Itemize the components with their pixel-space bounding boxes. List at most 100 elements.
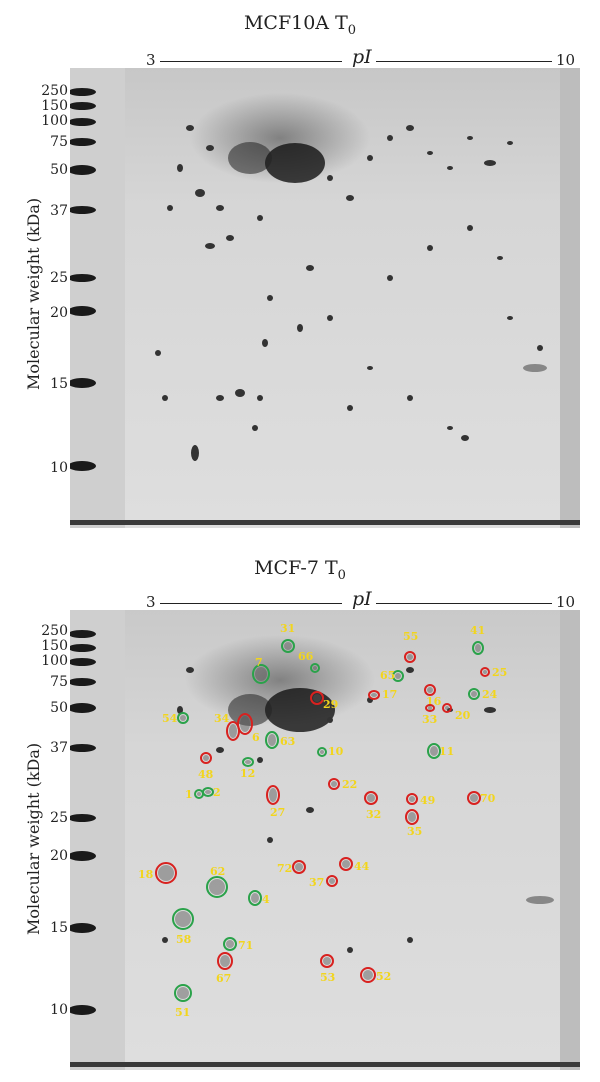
spot-circle-72 — [292, 860, 306, 874]
spot-circle-33 — [425, 704, 435, 712]
annotated-spot-7 — [255, 667, 267, 681]
annotated-spot-71 — [226, 940, 234, 948]
spot-label-54: 54 — [162, 712, 178, 725]
spot-circle-37 — [326, 875, 338, 887]
annotated-spot-49 — [409, 796, 415, 802]
spot-label-70: 70 — [480, 792, 496, 805]
spot-label-11: 11 — [439, 745, 454, 758]
spot-circle-55 — [404, 651, 416, 663]
mw-label: 15 — [50, 376, 68, 392]
spot-circle-7 — [252, 664, 270, 684]
panel-2-title: MCF-7 T0 — [254, 557, 346, 583]
spot-circle-12 — [242, 757, 254, 767]
spot-circle-17 — [368, 690, 380, 700]
spot-label-20: 20 — [455, 709, 471, 722]
panel-2-pi-axis: 3 pI 10 — [140, 588, 585, 613]
pi-axis-line-right — [376, 603, 552, 604]
spot-label-10: 10 — [328, 745, 344, 758]
mw-label: 75 — [50, 674, 68, 690]
mw-label: 150 — [41, 98, 68, 114]
spot-label-1: 1 — [185, 788, 193, 801]
annotated-spot-48 — [203, 755, 209, 761]
annotated-spot-22 — [331, 781, 337, 787]
spot-circle-24 — [468, 688, 480, 700]
annotated-spot-29 — [313, 694, 321, 702]
annotated-spot-63 — [268, 734, 276, 746]
spot-circle-71 — [223, 937, 237, 951]
mw-label: 100 — [41, 653, 68, 669]
annotated-spot-11 — [430, 746, 438, 756]
annotated-spot-58 — [175, 911, 191, 927]
annotated-spot-62 — [209, 879, 225, 895]
annotated-spot-51 — [177, 987, 189, 999]
spot-label-22: 22 — [342, 778, 357, 791]
spot-label-41: 41 — [470, 624, 485, 637]
mw-label: 20 — [50, 848, 68, 864]
pi-axis-max: 10 — [556, 593, 576, 611]
spot-circle-25 — [480, 667, 490, 677]
gel-image-1-svg — [70, 68, 580, 528]
spot-circle-31 — [281, 639, 295, 653]
protein-spots — [162, 667, 554, 953]
mw-label: 37 — [50, 203, 68, 219]
annotated-spot-55 — [407, 654, 413, 660]
panel-1-y-axis-title: Molecular weight (kDa) — [24, 197, 43, 390]
spot-label-33: 33 — [422, 713, 437, 726]
spot-label-49: 49 — [420, 794, 435, 807]
spot-circle-66 — [310, 663, 320, 673]
spot-circle-67 — [217, 952, 233, 970]
annotated-spot-72 — [295, 863, 303, 871]
spot-circle-16 — [424, 684, 436, 696]
spot-label-2: 2 — [213, 786, 221, 799]
annotated-spot-18 — [158, 865, 174, 881]
mw-label: 75 — [50, 134, 68, 150]
annotated-spot-65 — [395, 673, 401, 679]
mw-label: 50 — [50, 700, 68, 716]
spot-circle-49 — [406, 793, 418, 805]
pi-axis-line-right — [376, 61, 552, 62]
annotated-spot-27 — [269, 788, 277, 802]
spot-circle-63 — [265, 731, 279, 749]
annotated-spot-67 — [220, 955, 230, 967]
spot-circle-18 — [155, 862, 177, 884]
annotated-spot-6 — [240, 716, 250, 732]
marker-bands — [70, 88, 96, 471]
annotated-spot-35 — [408, 812, 416, 822]
spot-label-65: 65 — [380, 669, 395, 682]
spot-label-52: 52 — [376, 970, 391, 983]
mw-label: 20 — [50, 305, 68, 321]
spot-circle-53 — [320, 954, 334, 968]
annotated-spot-54 — [180, 715, 186, 721]
spot-label-31: 31 — [280, 622, 295, 635]
spot-circle-6 — [237, 713, 253, 735]
spot-label-17: 17 — [382, 688, 397, 701]
spot-circle-11 — [427, 743, 441, 759]
annotated-spot-24 — [471, 691, 477, 697]
annotated-spot-10 — [320, 750, 324, 754]
spot-label-34: 34 — [214, 712, 230, 725]
spot-label-58: 58 — [176, 933, 192, 946]
pi-axis-line-left — [160, 603, 342, 604]
spot-circle-48 — [200, 752, 212, 764]
pi-axis-line-left — [160, 61, 342, 62]
panel-1-gel-image — [70, 68, 580, 528]
spot-label-63: 63 — [280, 735, 295, 748]
spot-label-4: 4 — [262, 893, 270, 906]
spot-circle-29 — [310, 691, 324, 705]
spot-label-55: 55 — [403, 630, 418, 643]
annotated-spot-66 — [313, 666, 317, 670]
annotated-spot-44 — [342, 860, 350, 868]
spot-label-72: 72 — [277, 862, 292, 875]
spot-circle-22 — [328, 778, 340, 790]
annotated-spot-32 — [367, 794, 375, 802]
spot-circle-2 — [202, 787, 214, 797]
pi-axis-min: 3 — [146, 593, 156, 611]
spot-circle-20 — [442, 703, 452, 713]
annotated-spot-2 — [205, 790, 211, 794]
spot-circle-27 — [266, 785, 280, 805]
mw-label: 250 — [41, 83, 68, 99]
mw-label: 37 — [50, 740, 68, 756]
pi-axis-min: 3 — [146, 51, 156, 69]
